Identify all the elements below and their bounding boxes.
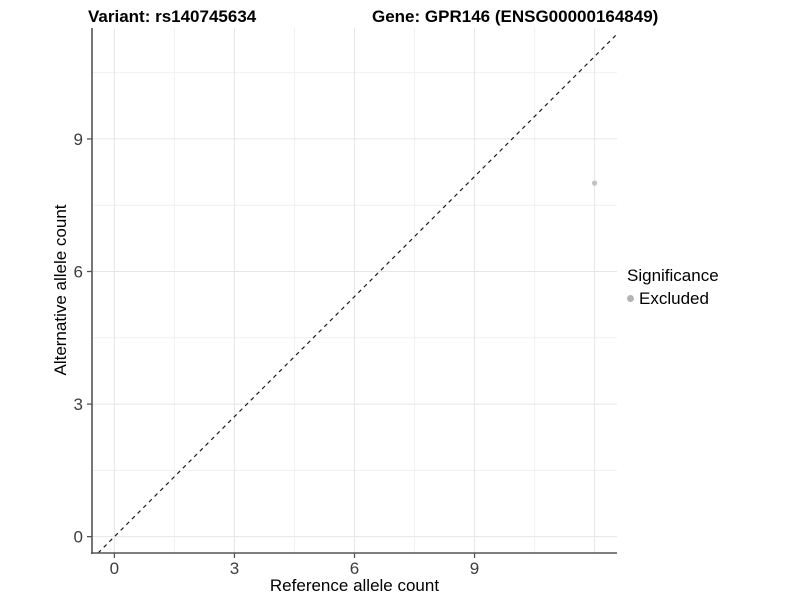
y-axis-title: Alternative allele count [51,204,70,376]
legend-title: Significance [627,266,719,285]
legend-item-excluded: Excluded [627,289,719,308]
x-tick-label: 3 [230,559,239,578]
y-tick-label: 0 [74,528,83,547]
y-tick-label: 3 [74,395,83,414]
y-tick-label: 6 [74,262,83,281]
x-tick-label: 0 [110,559,119,578]
data-point [591,180,598,186]
x-axis-title: Reference allele count [269,576,440,595]
legend: Significance Excluded [627,265,719,308]
x-tick-label: 9 [470,559,479,578]
x-tick-label: 6 [350,559,359,578]
plot-title-variant: Variant: rs140745634 [88,7,257,26]
legend-point-icon [627,295,634,302]
y-tick-label: 9 [74,130,83,149]
identity-line [97,33,618,554]
plot-title-gene: Gene: GPR146 (ENSG00000164849) [372,7,659,26]
legend-item-label: Excluded [639,289,709,308]
